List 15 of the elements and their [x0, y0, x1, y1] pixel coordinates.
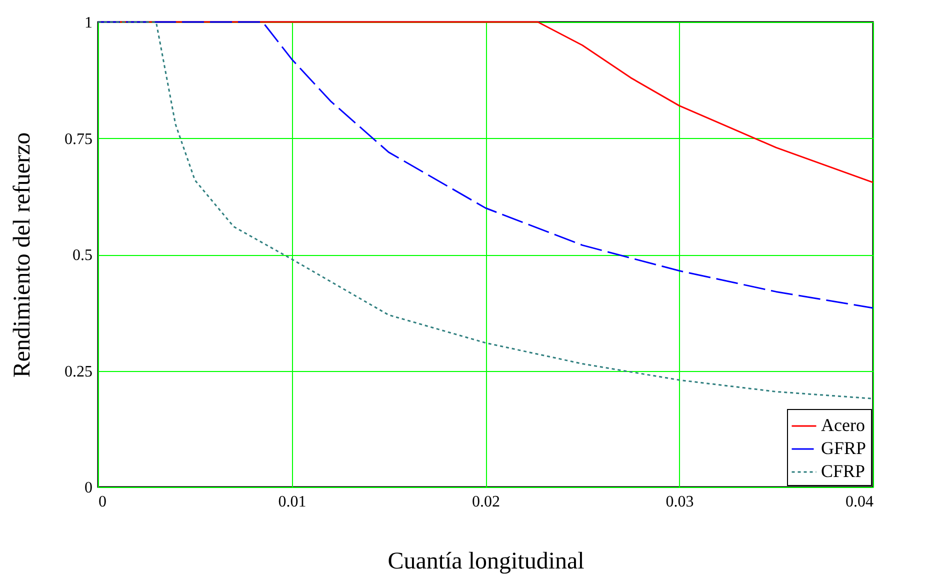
legend-label: Acero [821, 415, 865, 435]
x-axis-title: Cuantía longitudinal [388, 548, 585, 574]
x-tick-label: 0.01 [278, 494, 306, 510]
x-tick-label: 0 [98, 494, 106, 510]
y-tick-label: 0.25 [64, 363, 92, 380]
legend-label: CFRP [821, 461, 866, 481]
x-tick-label: 0.02 [472, 494, 500, 510]
y-axis-title: Rendimiento del refuerzo [10, 132, 36, 378]
legend-label: GFRP [821, 438, 866, 458]
y-tick-label: 0.75 [64, 130, 92, 148]
y-tick-label: 0 [84, 480, 92, 496]
y-tick-label: 0.5 [72, 247, 92, 264]
x-tick-label: 0.04 [846, 494, 874, 510]
x-tick-label: 0.03 [666, 494, 694, 510]
y-tick-label: 1 [84, 14, 92, 32]
